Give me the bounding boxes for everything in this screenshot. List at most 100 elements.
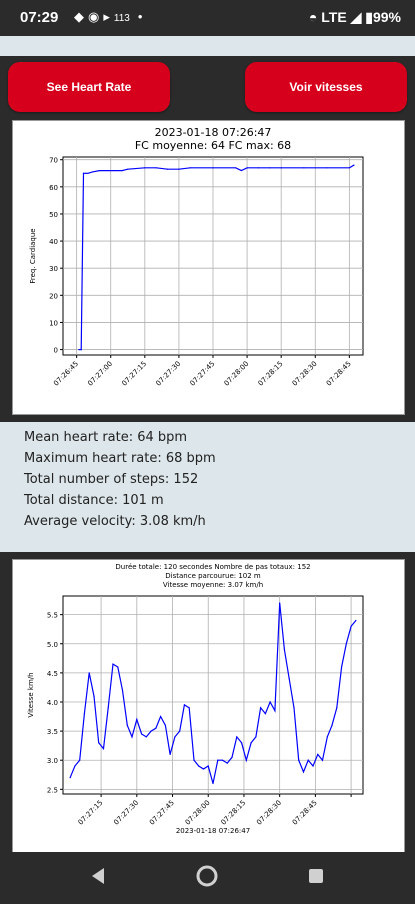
- x-axis-label: 2023-01-18 07:26:47: [176, 827, 250, 835]
- data-point: [303, 167, 305, 169]
- data-point: [326, 736, 328, 738]
- data-point: [121, 169, 123, 172]
- x-tick-label: 07:28:00: [184, 799, 212, 827]
- chart-subtitle: Distance parcourue: 102 m: [165, 572, 261, 580]
- data-point: [202, 768, 205, 770]
- data-point: [87, 172, 89, 174]
- data-point: [79, 759, 81, 761]
- total-steps: Total number of steps: 152: [24, 472, 199, 487]
- y-tick-label: 4.0: [47, 699, 58, 707]
- data-point: [189, 167, 191, 169]
- y-tick-label: 3.5: [47, 728, 58, 736]
- data-point: [255, 736, 257, 738]
- chart-subtitle-2: Vitesse moyenne: 3.07 km/h: [163, 581, 263, 589]
- data-point: [336, 707, 338, 709]
- data-point: [131, 736, 133, 738]
- x-tick-label: 07:27:45: [148, 799, 176, 827]
- stats-panel: Mean heart rate: 64 bpm Maximum heart ra…: [0, 422, 415, 552]
- data-point: [279, 602, 281, 604]
- total-distance: Total distance: 101 m: [24, 493, 164, 508]
- data-point: [140, 733, 143, 735]
- y-tick-label: 60: [49, 184, 58, 192]
- y-tick-label: 10: [49, 319, 58, 327]
- x-tick-label: 07:26:45: [52, 360, 80, 388]
- data-point: [91, 171, 94, 173]
- back-icon[interactable]: [92, 868, 104, 884]
- x-tick-label: 07:27:15: [120, 360, 148, 388]
- data-point: [83, 713, 86, 715]
- y-tick-label: 40: [49, 238, 58, 246]
- nav-icons: [92, 865, 323, 887]
- y-tick-label: 70: [49, 157, 58, 165]
- notification-icon: ◉: [88, 9, 104, 24]
- notification-count: 113: [113, 13, 130, 24]
- data-point: [257, 167, 260, 169]
- y-axis-label: Freq. Cardiaque: [29, 228, 37, 283]
- x-tick-label: 07:27:15: [77, 799, 105, 827]
- y-tick-label: 2.5: [47, 786, 58, 794]
- x-tick-label: 07:28:45: [325, 360, 353, 388]
- x-tick-label: 07:27:45: [189, 360, 217, 388]
- data-point: [355, 619, 357, 622]
- chart-title: Durée totale: 120 secondes Nombre de pas…: [115, 563, 310, 571]
- data-point: [69, 777, 71, 779]
- data-point: [351, 165, 353, 168]
- data-point: [98, 742, 100, 744]
- mean-heart-rate: Mean heart rate: 64 bpm: [24, 430, 188, 445]
- data-point: [74, 765, 76, 767]
- data-point: [236, 736, 238, 738]
- x-tick-label: 07:28:30: [291, 360, 319, 388]
- clock: 07:29: [20, 9, 59, 26]
- data-point: [98, 169, 100, 172]
- y-tick-label: 4.5: [47, 670, 58, 678]
- data-point: [127, 168, 129, 170]
- max-heart-rate: Maximum heart rate: 68 bpm: [24, 451, 216, 466]
- voir-vitesses-button[interactable]: Voir vitesses: [245, 62, 407, 112]
- data-point: [183, 704, 186, 706]
- data-point: [117, 666, 119, 668]
- data-point: [245, 759, 247, 761]
- y-tick-label: 5.0: [47, 641, 58, 649]
- data-point: [217, 759, 219, 761]
- data-point: [348, 167, 350, 169]
- data-point: [85, 172, 87, 174]
- see-heart-rate-button[interactable]: See Heart Rate: [8, 62, 170, 112]
- data-point: [164, 724, 166, 726]
- data-point: [93, 695, 95, 697]
- x-tick-label: 07:27:30: [112, 799, 140, 827]
- y-tick-label: 20: [49, 292, 58, 300]
- data-point: [166, 168, 169, 170]
- data-point: [107, 707, 109, 709]
- data-point: [112, 663, 114, 665]
- notification-icons: ◆◉▸113 •: [74, 9, 146, 25]
- data-point: [174, 736, 176, 738]
- data-point: [169, 753, 171, 755]
- data-point: [102, 747, 105, 750]
- recents-icon[interactable]: [309, 869, 323, 883]
- data-point: [150, 730, 152, 732]
- data-point: [193, 759, 195, 761]
- data-point: [274, 710, 276, 712]
- data-point: [155, 167, 157, 169]
- data-point: [246, 167, 248, 169]
- data-point: [226, 762, 228, 764]
- heart-rate-chart: 2023-01-18 07:26:47 FC moyenne: 64 FC max…: [12, 120, 405, 415]
- speed-chart-svg: Durée totale: 120 secondes Nombre de pas…: [27, 563, 364, 835]
- data-point: [321, 759, 324, 761]
- y-tick-label: 5.5: [47, 612, 58, 620]
- data-point: [110, 169, 112, 172]
- data-point: [78, 348, 80, 351]
- plot-area: [62, 595, 364, 795]
- hotspot-icon: ◓: [308, 9, 318, 25]
- data-point: [326, 167, 328, 169]
- home-icon[interactable]: [196, 865, 218, 887]
- notification-icon: ▸: [103, 9, 114, 24]
- data-point: [235, 167, 237, 169]
- y-tick-label: 30: [49, 265, 58, 273]
- data-point: [298, 759, 300, 761]
- data-point: [293, 707, 295, 709]
- data-point: [82, 172, 85, 174]
- data-point: [288, 678, 290, 680]
- data-point: [178, 168, 180, 170]
- status-right: ◓ LTE ◢ ▮99%: [309, 9, 401, 26]
